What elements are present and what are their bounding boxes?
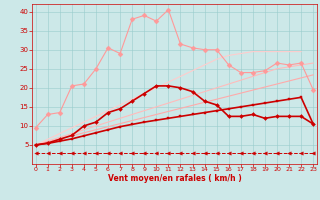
- X-axis label: Vent moyen/en rafales ( km/h ): Vent moyen/en rafales ( km/h ): [108, 174, 241, 183]
